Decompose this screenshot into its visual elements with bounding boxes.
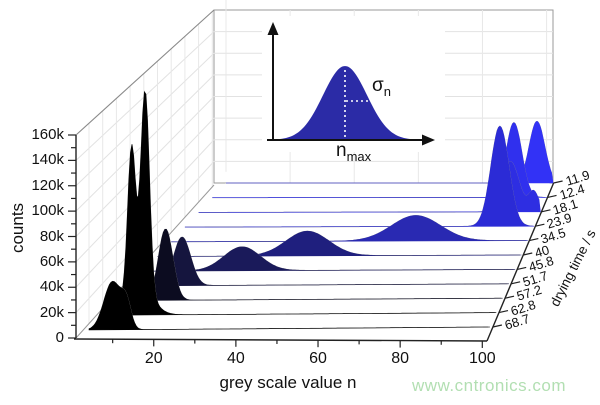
y-tick-label: 120k bbox=[31, 176, 64, 194]
y-tick-label: 160k bbox=[31, 126, 64, 143]
y-tick-label: 0 bbox=[55, 329, 64, 346]
x-tick-label: 80 bbox=[391, 350, 410, 367]
x-tick-label: 40 bbox=[226, 350, 245, 367]
inset-sigma-label: σn bbox=[372, 75, 391, 99]
x-tick-label: 60 bbox=[309, 350, 327, 367]
y-tick-label: 60k bbox=[39, 252, 64, 270]
inset-nmax-label: nmax bbox=[336, 140, 372, 164]
x-tick-label: 20 bbox=[144, 350, 163, 367]
watermark: www.cntronics.com bbox=[412, 376, 566, 395]
x-axis-title: grey scale value n bbox=[219, 373, 357, 392]
x-tick-label: 100 bbox=[468, 350, 496, 367]
y-tick-label: 40k bbox=[39, 278, 64, 296]
y-tick-label: 80k bbox=[39, 227, 64, 245]
y-tick-label: 100k bbox=[31, 202, 64, 220]
y-tick-label: 20k bbox=[39, 303, 64, 321]
y-tick-label: 140k bbox=[31, 151, 64, 169]
